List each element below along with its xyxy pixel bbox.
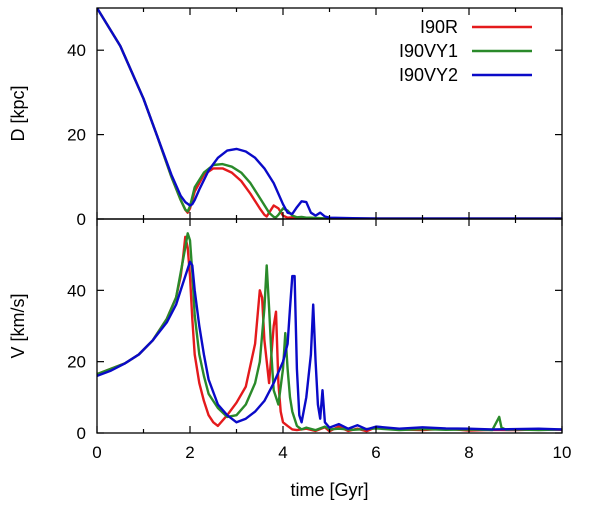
y-tick-label: 40 bbox=[67, 41, 86, 60]
series-line-i90r-bottom bbox=[97, 235, 562, 433]
y-axis-label-bottom: V [km/s] bbox=[8, 293, 28, 358]
y-axis-label-top: D [kpc] bbox=[8, 85, 28, 141]
x-axis-label: time [Gyr] bbox=[290, 480, 368, 500]
x-tick-label: 8 bbox=[464, 443, 473, 462]
x-tick-label: 2 bbox=[185, 443, 194, 462]
legend-label-i90r: I90R bbox=[420, 17, 458, 37]
x-tick-label: 10 bbox=[553, 443, 572, 462]
y-tick-label: 0 bbox=[77, 424, 86, 443]
series-line-i90vy1-top bbox=[97, 8, 562, 219]
x-tick-label: 4 bbox=[278, 443, 287, 462]
plot-frame-bottom bbox=[96, 218, 563, 434]
plot-frame-top bbox=[96, 7, 563, 220]
distance-panel: 0 20 40 D [kpc] bbox=[8, 7, 563, 229]
y-tick-label: 40 bbox=[67, 281, 86, 300]
velocity-panel: 0 2 4 6 8 10 0 20 40 V [km/s] time [Gyr] bbox=[8, 218, 572, 500]
series-line-i90vy2-top bbox=[97, 8, 562, 219]
y-tick-label: 0 bbox=[77, 210, 86, 229]
x-tick-label: 6 bbox=[371, 443, 380, 462]
legend-label-i90vy1: I90VY1 bbox=[399, 41, 458, 61]
y-tick-label: 20 bbox=[67, 353, 86, 372]
legend: I90R I90VY1 I90VY2 bbox=[399, 17, 532, 85]
y-tick-label: 20 bbox=[67, 126, 86, 145]
x-tick-label: 0 bbox=[92, 443, 101, 462]
series-line-i90vy1-bottom bbox=[97, 232, 562, 432]
series-line-i90r-top bbox=[97, 8, 562, 219]
legend-label-i90vy2: I90VY2 bbox=[399, 65, 458, 85]
series-line-i90vy2-bottom bbox=[97, 260, 562, 431]
